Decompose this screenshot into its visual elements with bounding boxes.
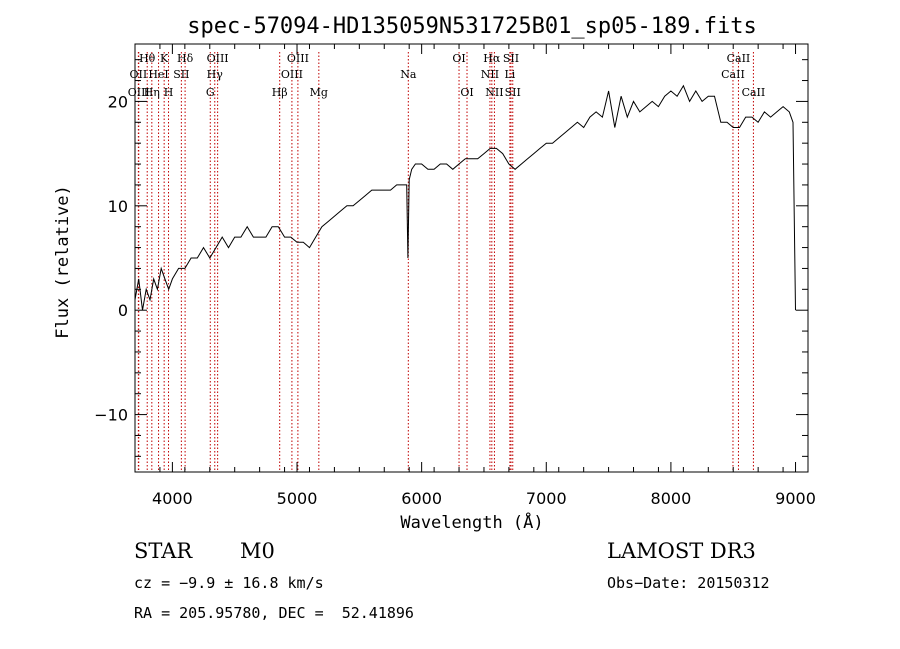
marker-label: Hδ	[177, 52, 194, 65]
spectrum-series-line	[134, 84, 796, 311]
marker-label: Mg	[310, 86, 328, 99]
object-subclass: M0	[240, 539, 275, 563]
y-tick-label: 0	[118, 301, 128, 320]
x-axis-label: Wavelength (Å)	[400, 511, 543, 533]
marker-label: H	[164, 86, 174, 99]
observation-date: Obs−Date: 20150312	[607, 574, 770, 592]
marker-label: HeI	[148, 68, 168, 81]
marker-label: OIII	[281, 68, 303, 81]
object-class: STAR	[134, 539, 193, 563]
y-tick-label: 20	[108, 92, 128, 111]
redshift-velocity: cz = −9.9 ± 16.8 km/s	[134, 574, 324, 592]
marker-label: Hα	[483, 52, 501, 65]
marker-label: SII	[505, 86, 521, 99]
marker-label: OIII	[207, 52, 229, 65]
marker-label: OII	[130, 68, 148, 81]
marker-label: NII	[485, 86, 503, 99]
marker-label: CaII	[742, 86, 766, 99]
marker-label: CaII	[727, 52, 751, 65]
line-markers	[137, 52, 754, 472]
marker-label: OI	[460, 86, 473, 99]
plot-frame	[134, 43, 809, 473]
marker-label: Hη	[144, 86, 160, 99]
marker-label: OI	[452, 52, 465, 65]
marker-label: G	[206, 86, 215, 99]
x-tick-label: 5000	[277, 489, 318, 508]
coordinates: RA = 205.95780, DEC = 52.41896	[134, 604, 414, 622]
marker-label: K	[160, 52, 169, 65]
marker-label: Li	[504, 68, 515, 81]
x-tick-label: 4000	[152, 489, 193, 508]
y-axis-label: Flux (relative)	[53, 185, 73, 339]
marker-label: SII	[173, 68, 189, 81]
x-tick-label: 6000	[401, 489, 442, 508]
survey-name: LAMOST DR3	[607, 539, 756, 563]
marker-label: OIII	[287, 52, 309, 65]
marker-label: Na	[400, 68, 417, 81]
y-tick-label: 10	[108, 197, 128, 216]
marker-label: OIII	[128, 86, 150, 99]
x-tick-label: 8000	[651, 489, 692, 508]
marker-label: CaII	[721, 68, 745, 81]
marker-label: NII	[481, 68, 499, 81]
marker-label: Hγ	[207, 68, 224, 81]
x-tick-label: 7000	[526, 489, 567, 508]
x-axis-ticks: 4000 5000 6000 7000 8000 9000	[134, 44, 816, 508]
chart-title: spec-57094-HD135059N531725B01_sp05-189.f…	[187, 14, 757, 39]
x-tick-label: 9000	[775, 489, 816, 508]
marker-label: Hβ	[272, 86, 288, 99]
y-axis-ticks: −10 0 10 20	[94, 59, 808, 457]
marker-label: Hθ	[139, 52, 156, 65]
y-tick-label: −10	[94, 406, 128, 425]
marker-label: SII	[503, 52, 519, 65]
